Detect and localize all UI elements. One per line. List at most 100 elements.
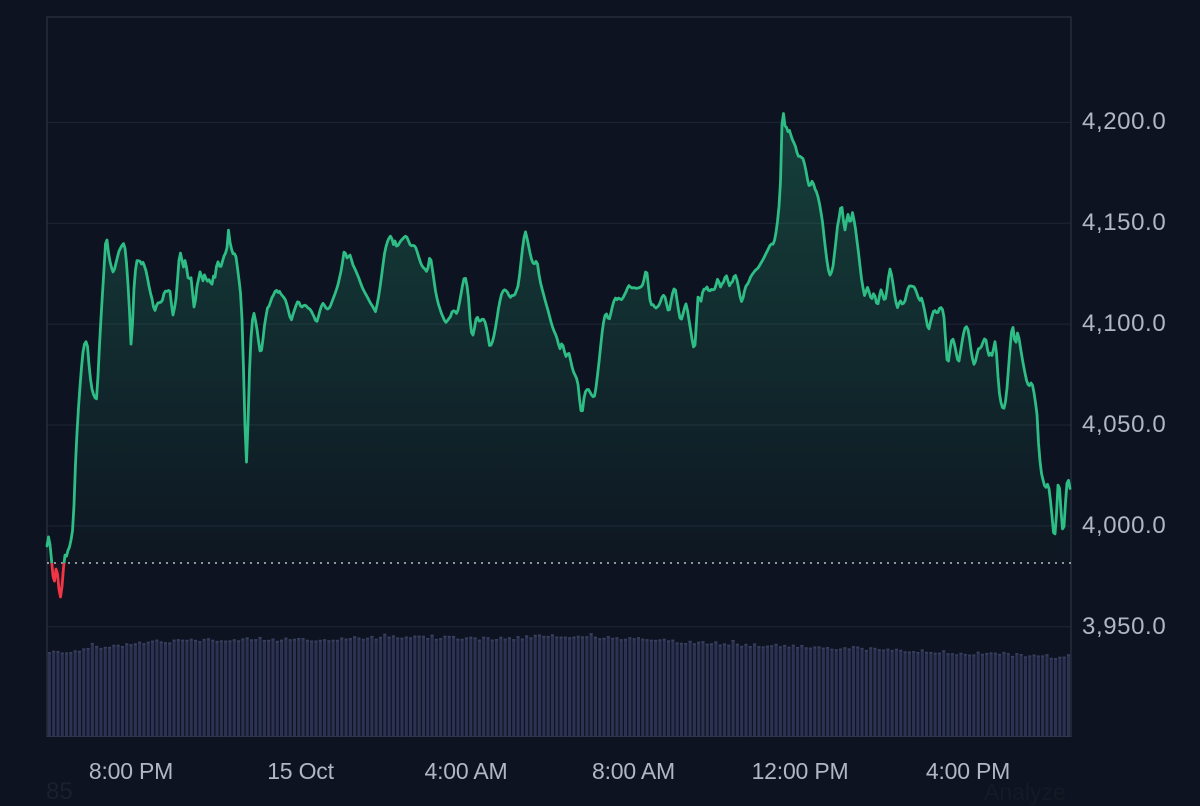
volume-bar xyxy=(920,649,924,737)
volume-bar xyxy=(839,648,843,737)
volume-bar xyxy=(1049,657,1053,737)
volume-bar xyxy=(808,647,812,737)
analyze-button-text[interactable]: Analyze xyxy=(984,779,1066,805)
volume-bar xyxy=(980,653,984,737)
volume-bar xyxy=(615,637,619,737)
volume-bar xyxy=(82,648,86,737)
volume-bar xyxy=(486,637,490,737)
volume-bar xyxy=(735,643,739,737)
volume-bar xyxy=(275,640,279,737)
volume-bar xyxy=(701,641,705,737)
volume-bar xyxy=(1002,651,1006,737)
volume-bar xyxy=(972,654,976,737)
volume-bar xyxy=(232,639,236,737)
volume-bar xyxy=(413,635,417,737)
volume-bar xyxy=(903,651,907,737)
volume-bar xyxy=(864,649,868,737)
volume-bar xyxy=(120,646,124,737)
volume-bar xyxy=(90,643,94,737)
volume-bar xyxy=(555,636,559,737)
volume-bar xyxy=(297,638,301,737)
volume-bar xyxy=(722,643,726,737)
volume-bar xyxy=(73,650,77,737)
volume-bar xyxy=(572,636,576,737)
volume-bar xyxy=(753,643,757,737)
volume-bar xyxy=(679,642,683,737)
volume-bar xyxy=(211,639,215,737)
volume-bar xyxy=(877,649,881,737)
volume-bar xyxy=(847,648,851,737)
volume-bar xyxy=(495,639,499,737)
volume-bar xyxy=(542,635,546,737)
volume-bar xyxy=(581,636,585,737)
x-axis-label-15-Oct: 15 Oct xyxy=(267,758,334,784)
volume-bar xyxy=(770,645,774,737)
volume-bar xyxy=(507,637,511,737)
volume-bar xyxy=(968,654,972,737)
volume-bar xyxy=(834,649,838,737)
volume-bar xyxy=(576,635,580,737)
volume-bar xyxy=(860,647,864,737)
volume-bar xyxy=(159,641,163,737)
volume-bar xyxy=(284,637,288,737)
volume-bar xyxy=(249,639,253,737)
volume-bar xyxy=(774,643,778,737)
volume-bar xyxy=(271,638,275,737)
volume-bar xyxy=(409,637,413,737)
volume-bar xyxy=(882,649,886,737)
volume-bar xyxy=(366,637,370,737)
volume-bar xyxy=(933,652,937,737)
volume-bar xyxy=(705,643,709,737)
volume-bar xyxy=(886,648,890,737)
volume-bar xyxy=(176,639,180,737)
volume-bar xyxy=(959,652,963,737)
volume-bar xyxy=(649,639,653,737)
volume-bar xyxy=(688,640,692,737)
volume-bar xyxy=(783,644,787,737)
volume-bar xyxy=(1023,656,1027,737)
volume-bar xyxy=(310,640,314,737)
volume-bar xyxy=(99,647,103,737)
volume-bar xyxy=(830,648,834,737)
volume-bar xyxy=(654,639,658,737)
volume-bar xyxy=(624,638,628,737)
price-area-above-baseline xyxy=(47,113,1070,563)
volume-bar xyxy=(181,639,185,737)
volume-bar xyxy=(460,638,464,737)
volume-bar xyxy=(47,652,51,737)
x-axis-label-4-00-AM: 4:00 AM xyxy=(424,758,508,784)
volume-bar xyxy=(585,636,589,737)
volume-bar xyxy=(417,635,421,737)
volume-bar xyxy=(684,643,688,737)
volume-bar xyxy=(963,653,967,737)
volume-bar xyxy=(546,635,550,737)
volume-bar xyxy=(318,639,322,737)
volume-bar xyxy=(851,646,855,737)
x-axis-label-12-00-PM: 12:00 PM xyxy=(751,758,849,784)
volume-bar xyxy=(1006,653,1010,737)
volume-bar xyxy=(641,638,645,737)
volume-bar xyxy=(219,640,223,737)
volume-bar xyxy=(907,651,911,737)
x-axis-label-8-00-PM: 8:00 PM xyxy=(88,758,174,784)
volume-bar xyxy=(206,638,210,737)
volume-bar xyxy=(237,640,241,737)
volume-bar xyxy=(912,651,916,737)
volume-bar xyxy=(477,639,481,737)
volume-bar xyxy=(744,643,748,737)
y-axis-label-4,000.0: 4,000.0 xyxy=(1082,511,1167,539)
volume-bar xyxy=(348,638,352,737)
volume-bar xyxy=(800,645,804,737)
volume-bar xyxy=(894,648,898,737)
volume-bar xyxy=(899,649,903,737)
volume-bar xyxy=(791,644,795,737)
volume-bar xyxy=(292,638,296,737)
volume-bar xyxy=(710,643,714,737)
volume-bar xyxy=(869,647,873,737)
price-line-up xyxy=(45,112,1072,563)
volume-bar xyxy=(327,640,331,737)
volume-bar xyxy=(452,635,456,737)
volume-bar xyxy=(391,635,395,737)
volume-bar xyxy=(314,640,318,737)
